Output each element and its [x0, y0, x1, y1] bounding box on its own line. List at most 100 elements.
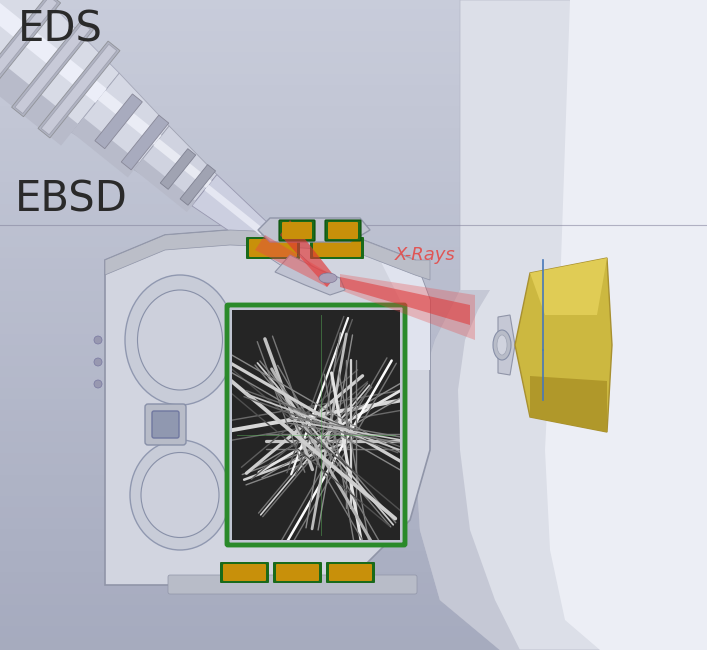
Bar [0, 584, 707, 596]
FancyBboxPatch shape [145, 404, 186, 445]
Ellipse shape [497, 335, 507, 355]
Bar [0, 96, 707, 109]
Polygon shape [95, 94, 142, 149]
Circle shape [94, 358, 102, 366]
Bar [0, 0, 707, 11]
Ellipse shape [303, 268, 316, 282]
Polygon shape [134, 126, 217, 206]
Bar [0, 551, 707, 564]
FancyBboxPatch shape [310, 237, 364, 259]
FancyBboxPatch shape [223, 564, 266, 581]
Bar [0, 21, 707, 32]
FancyBboxPatch shape [279, 220, 315, 241]
Bar [0, 627, 707, 639]
Bar [0, 194, 707, 206]
Bar [0, 638, 707, 650]
Polygon shape [105, 230, 430, 280]
Polygon shape [530, 258, 607, 315]
FancyBboxPatch shape [246, 237, 300, 259]
Bar [0, 443, 707, 455]
Bar [0, 335, 707, 346]
Bar [0, 454, 707, 466]
Bar [0, 346, 707, 358]
Polygon shape [180, 164, 216, 205]
Circle shape [94, 380, 102, 388]
Circle shape [94, 336, 102, 344]
Bar [0, 259, 707, 271]
FancyBboxPatch shape [168, 575, 417, 594]
Polygon shape [38, 41, 120, 138]
Bar [0, 183, 707, 195]
FancyBboxPatch shape [220, 562, 269, 583]
Polygon shape [153, 138, 212, 188]
Bar [0, 75, 707, 86]
Bar [0, 172, 707, 184]
FancyBboxPatch shape [282, 222, 312, 239]
Bar [0, 161, 707, 174]
Polygon shape [71, 118, 140, 177]
Bar [0, 313, 707, 325]
Bar [0, 421, 707, 434]
Bar [0, 378, 707, 390]
Bar [0, 302, 707, 314]
Polygon shape [252, 224, 315, 281]
Bar [0, 205, 707, 216]
Polygon shape [15, 23, 90, 114]
FancyBboxPatch shape [328, 222, 358, 239]
Ellipse shape [130, 440, 230, 550]
Polygon shape [258, 218, 370, 242]
FancyBboxPatch shape [329, 564, 372, 581]
Ellipse shape [141, 452, 219, 538]
Text: EDS: EDS [18, 9, 103, 51]
Polygon shape [275, 255, 345, 295]
Polygon shape [415, 290, 520, 650]
Bar [0, 140, 707, 151]
Ellipse shape [125, 275, 235, 405]
Polygon shape [98, 90, 161, 145]
Ellipse shape [319, 273, 337, 283]
Bar [0, 432, 707, 444]
Bar [0, 400, 707, 411]
Polygon shape [122, 115, 169, 170]
Polygon shape [0, 0, 61, 90]
Polygon shape [0, 0, 57, 87]
Polygon shape [0, 0, 119, 133]
Polygon shape [340, 274, 475, 340]
FancyBboxPatch shape [249, 239, 297, 257]
Bar [0, 270, 707, 281]
Polygon shape [105, 230, 430, 585]
Bar [0, 367, 707, 379]
Bar [0, 64, 707, 76]
Bar [0, 476, 707, 488]
Polygon shape [227, 305, 405, 545]
Bar [0, 129, 707, 141]
Polygon shape [71, 73, 169, 170]
Bar [0, 107, 707, 119]
Bar [0, 519, 707, 531]
Polygon shape [160, 149, 196, 189]
Polygon shape [11, 20, 93, 117]
Bar [0, 237, 707, 249]
Polygon shape [134, 159, 196, 212]
Polygon shape [515, 258, 612, 432]
Bar [0, 86, 707, 97]
Bar [0, 10, 707, 21]
Polygon shape [530, 376, 607, 432]
Bar [0, 151, 707, 162]
Bar [0, 291, 707, 304]
Text: EBSD: EBSD [15, 179, 128, 221]
Polygon shape [41, 44, 117, 135]
Ellipse shape [137, 290, 223, 390]
Bar [0, 356, 707, 369]
Bar [0, 42, 707, 54]
FancyBboxPatch shape [276, 564, 319, 581]
FancyBboxPatch shape [325, 220, 361, 241]
Bar [0, 573, 707, 585]
Polygon shape [545, 0, 707, 650]
Bar [0, 465, 707, 476]
Polygon shape [255, 235, 335, 287]
Bar [0, 595, 707, 606]
Bar [0, 226, 707, 239]
Bar [0, 324, 707, 336]
Polygon shape [280, 220, 335, 287]
